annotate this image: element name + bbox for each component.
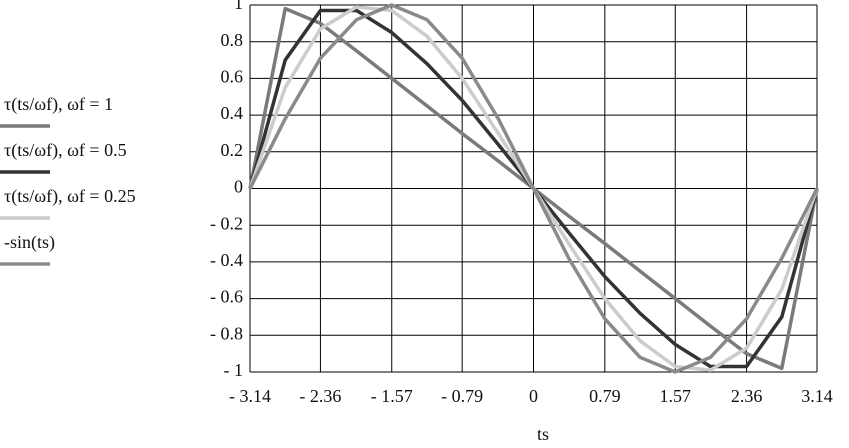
y-tick-label: 0.4 bbox=[221, 103, 244, 123]
y-tick-label: 0.2 bbox=[221, 140, 244, 160]
y-tick-label: 1 bbox=[234, 0, 243, 13]
y-tick-label: 0 bbox=[234, 177, 243, 197]
x-tick-label: 1.57 bbox=[660, 386, 692, 406]
y-tick-label: - 0.4 bbox=[210, 250, 243, 270]
x-tick-label: 0 bbox=[529, 386, 538, 406]
legend-label: -sin(ts) bbox=[4, 232, 55, 253]
y-tick-label: - 1 bbox=[224, 360, 244, 380]
legend-label: τ(ts/ωf), ωf = 1 bbox=[4, 94, 113, 115]
y-tick-label: - 0.2 bbox=[210, 213, 243, 233]
legend-label: τ(ts/ωf), ωf = 0.5 bbox=[4, 140, 127, 161]
y-tick-label: 0.6 bbox=[221, 67, 244, 87]
x-axis-label: ts bbox=[537, 424, 549, 444]
y-tick-label: 0.8 bbox=[221, 30, 244, 50]
y-tick-label: - 0.8 bbox=[210, 323, 243, 343]
x-tick-label: 0.79 bbox=[589, 386, 621, 406]
x-tick-label: - 3.14 bbox=[229, 386, 271, 406]
x-tick-label: - 1.57 bbox=[371, 386, 413, 406]
x-tick-label: 3.14 bbox=[801, 386, 833, 406]
series-line bbox=[248, 3, 819, 374]
y-tick-label: - 0.6 bbox=[210, 287, 243, 307]
x-tick-label: 2.36 bbox=[731, 386, 763, 406]
x-tick-label: - 2.36 bbox=[299, 386, 341, 406]
x-tick-label: - 0.79 bbox=[441, 386, 483, 406]
legend-label: τ(ts/ωf), ωf = 0.25 bbox=[4, 186, 136, 207]
